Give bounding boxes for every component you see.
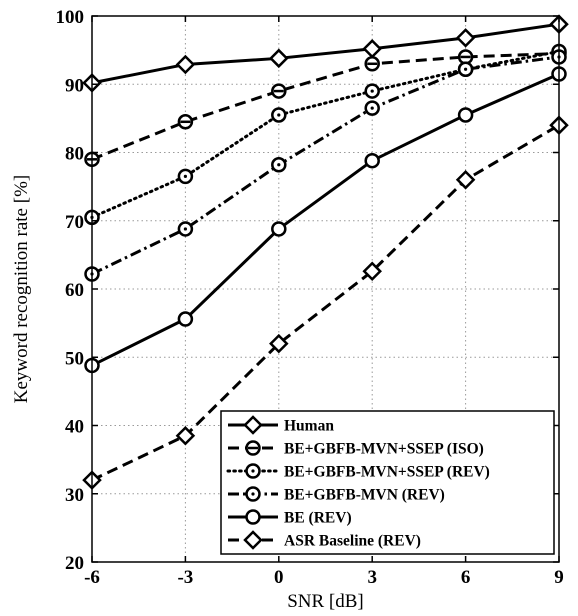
data-point bbox=[457, 61, 474, 77]
data-point bbox=[362, 38, 382, 59]
x-tick-label: -3 bbox=[177, 567, 193, 588]
data-point bbox=[364, 100, 380, 116]
data-point-shape bbox=[271, 221, 287, 237]
legend-marker bbox=[245, 463, 261, 479]
series-be-gbfb-mvn-rev bbox=[84, 49, 567, 282]
legend-entry: BE+GBFB-MVN (REV) bbox=[228, 486, 445, 504]
series-line bbox=[91, 52, 560, 161]
data-point bbox=[271, 157, 287, 173]
legend-label: BE+GBFB-MVN+SSEP (REV) bbox=[284, 464, 490, 481]
legend: Human BE+GBFB-MVN+SSEP (ISO) BE+GBFB-MVN+S… bbox=[220, 410, 555, 555]
data-point-shape bbox=[175, 425, 196, 446]
data-point-dot bbox=[370, 106, 374, 110]
legend-marker-dot bbox=[251, 469, 255, 473]
data-point bbox=[455, 28, 476, 48]
series-line bbox=[91, 123, 560, 482]
y-axis-title: Keyword recognition rate [%] bbox=[11, 175, 32, 403]
data-point bbox=[175, 54, 196, 75]
y-tick-label: 20 bbox=[65, 553, 84, 574]
axis-ticks: -6 -3 0 3 6 9 20 30 40 50 60 70 80 90 100 bbox=[56, 7, 564, 588]
data-point bbox=[364, 83, 380, 99]
data-point-dot bbox=[370, 89, 374, 93]
data-series bbox=[82, 14, 569, 490]
data-point-shape bbox=[457, 107, 474, 123]
data-point-shape bbox=[177, 311, 194, 327]
data-point bbox=[271, 221, 287, 237]
legend-label: Human bbox=[284, 418, 334, 435]
data-point-dot bbox=[277, 163, 281, 167]
series-human bbox=[82, 14, 569, 93]
series-line bbox=[91, 22, 560, 85]
x-tick-label: 9 bbox=[554, 567, 564, 588]
y-tick-label: 30 bbox=[65, 485, 84, 506]
y-tick-label: 40 bbox=[65, 417, 84, 438]
series-asr-baseline-rev bbox=[82, 115, 569, 490]
legend-marker bbox=[245, 440, 261, 456]
legend-label: BE+GBFB-MVN+SSEP (ISO) bbox=[284, 441, 484, 458]
legend-marker bbox=[243, 530, 263, 550]
data-point bbox=[364, 56, 380, 72]
data-point bbox=[362, 261, 382, 282]
data-point bbox=[457, 107, 474, 123]
legend-entry: BE+GBFB-MVN+SSEP (REV) bbox=[226, 463, 490, 481]
series-line bbox=[90, 49, 561, 219]
series-line bbox=[91, 72, 560, 367]
legend-marker bbox=[245, 509, 261, 525]
legend-marker-dot bbox=[251, 492, 255, 496]
data-point bbox=[271, 83, 287, 99]
x-tick-label: -6 bbox=[84, 567, 100, 588]
data-point bbox=[457, 49, 474, 65]
data-point-dot bbox=[183, 174, 187, 178]
data-point-shape bbox=[455, 28, 476, 48]
data-point-shape bbox=[362, 261, 382, 282]
legend-entry: Human bbox=[228, 415, 334, 435]
legend-marker-shape bbox=[243, 415, 263, 435]
data-point-shape bbox=[269, 333, 289, 354]
data-point bbox=[271, 107, 287, 123]
legend-label: ASR Baseline (REV) bbox=[284, 533, 421, 550]
data-point-dot bbox=[464, 67, 468, 71]
data-point bbox=[269, 48, 289, 69]
data-point-shape bbox=[455, 170, 476, 190]
data-point bbox=[455, 170, 476, 190]
legend-marker bbox=[243, 415, 263, 435]
legend-box bbox=[220, 410, 555, 555]
legend-marker-shape bbox=[245, 509, 261, 525]
data-point bbox=[177, 114, 194, 130]
data-point bbox=[364, 152, 380, 169]
y-tick-label: 60 bbox=[65, 280, 84, 301]
x-tick-label: 3 bbox=[367, 567, 377, 588]
legend-label: BE (REV) bbox=[284, 510, 352, 527]
x-tick-label: 0 bbox=[274, 567, 284, 588]
data-point-shape bbox=[269, 48, 289, 69]
legend-marker-shape bbox=[243, 530, 263, 550]
y-tick-label: 100 bbox=[56, 7, 85, 28]
legend-entry: BE (REV) bbox=[228, 509, 352, 527]
y-tick-label: 80 bbox=[65, 144, 84, 165]
legend-marker bbox=[245, 486, 261, 502]
series-be-rev bbox=[84, 66, 567, 374]
data-point-shape bbox=[362, 38, 382, 59]
data-point bbox=[177, 311, 194, 327]
legend-entry: ASR Baseline (REV) bbox=[228, 530, 421, 550]
data-point bbox=[175, 425, 196, 446]
x-axis-title: SNR [dB] bbox=[287, 591, 364, 612]
legend-label: BE+GBFB-MVN (REV) bbox=[284, 487, 445, 504]
data-point-shape bbox=[175, 54, 196, 75]
series-line bbox=[91, 55, 560, 276]
legend-entry: BE+GBFB-MVN+SSEP (ISO) bbox=[228, 440, 484, 458]
data-point bbox=[177, 168, 194, 185]
data-point-dot bbox=[277, 113, 281, 117]
y-tick-label: 50 bbox=[65, 348, 84, 369]
y-tick-label: 70 bbox=[65, 212, 84, 233]
data-point-dot bbox=[183, 227, 187, 231]
y-tick-label: 90 bbox=[65, 75, 84, 96]
data-point-shape bbox=[364, 152, 380, 169]
x-tick-label: 6 bbox=[461, 567, 471, 588]
data-point bbox=[177, 221, 194, 237]
data-point bbox=[269, 333, 289, 354]
